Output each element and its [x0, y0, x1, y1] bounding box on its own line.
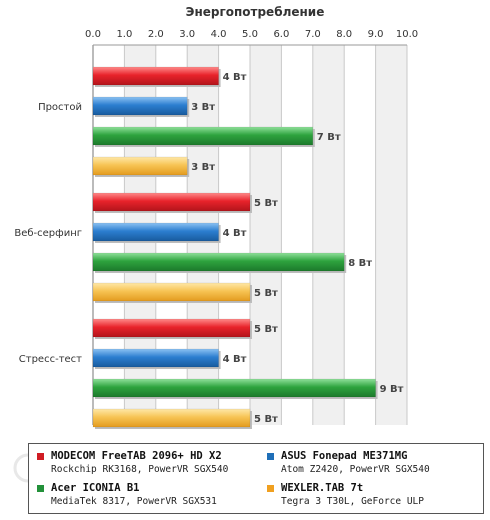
bar-value-label: 4 Вт	[223, 228, 247, 239]
legend-swatch	[267, 453, 274, 460]
bar	[92, 66, 219, 86]
bar-value-label: 7 Вт	[317, 132, 341, 143]
bar-value-label: 8 Вт	[348, 258, 372, 269]
bar	[92, 318, 251, 338]
bar	[92, 126, 314, 146]
category-label: Веб-серфинг	[14, 228, 82, 239]
bar-value-label: 5 Вт	[254, 198, 278, 209]
category-label: Стресс-тест	[19, 354, 82, 365]
x-tick-label: 8.0	[336, 29, 352, 40]
bar	[92, 378, 376, 398]
x-tick-label: 9.0	[368, 29, 384, 40]
x-tick-label: 5.0	[242, 29, 258, 40]
legend-swatch	[267, 485, 274, 492]
bar	[92, 282, 251, 302]
chart-legend: MODECOM FreeTAB 2096+ HD X2 Rockchip RK3…	[28, 443, 484, 514]
legend-subtitle: Atom Z2420, PowerVR SGX540	[281, 464, 430, 475]
legend-subtitle: MediaTek 8317, PowerVR SGX531	[51, 496, 217, 507]
x-tick-label: 2.0	[148, 29, 164, 40]
category-labels: Простой Веб-серфинг Стресс-тест	[14, 102, 82, 365]
x-tick-label: 4.0	[211, 29, 227, 40]
energy-chart: Энергопотребление 0.0 1.0 2.0 3.0 4.0 5.0 6.0 7…	[14, 5, 418, 429]
x-tick-label: 7.0	[305, 29, 321, 40]
category-label: Простой	[38, 102, 82, 113]
bar	[92, 252, 345, 272]
bar	[92, 192, 251, 212]
bar	[92, 408, 251, 428]
bar	[92, 348, 219, 368]
legend-subtitle: Tegra 3 T30L, GeForce ULP	[281, 496, 424, 507]
x-tick-label: 10.0	[396, 29, 418, 40]
bar	[92, 156, 188, 176]
bars: 4 Вт 3 Вт 7 Вт 3 Вт 5 Вт 4 Вт 8 Вт 5 Вт 5 Вт 4 Вт…	[92, 66, 404, 429]
bar-value-label: 4 Вт	[223, 354, 247, 365]
bar	[92, 96, 188, 116]
bar-value-label: 5 Вт	[254, 288, 278, 299]
legend-swatch	[37, 453, 44, 460]
bar	[92, 222, 219, 242]
bar-value-label: 4 Вт	[223, 72, 247, 83]
legend-swatch	[37, 485, 44, 492]
grid-band	[375, 45, 407, 425]
x-tick-label: 6.0	[273, 29, 289, 40]
grid-band	[312, 45, 345, 425]
legend-name: WEXLER.TAB 7t	[281, 482, 364, 494]
bar-value-label: 3 Вт	[191, 162, 215, 173]
bar-value-label: 3 Вт	[191, 102, 215, 113]
legend-name: Acer ICONIA B1	[51, 482, 140, 494]
grid-band	[250, 45, 282, 425]
bar-value-label: 5 Вт	[254, 324, 278, 335]
legend-name: MODECOM FreeTAB 2096+ HD X2	[51, 450, 222, 462]
legend-subtitle: Rockchip RK3168, PowerVR SGX540	[51, 464, 229, 475]
legend-name: ASUS Fonepad ME371MG	[281, 450, 408, 462]
bar-value-label: 9 Вт	[380, 384, 404, 395]
chart-title: Энергопотребление	[186, 5, 325, 19]
bar-value-label: 5 Вт	[254, 414, 278, 425]
x-tick-label: 1.0	[116, 29, 132, 40]
x-axis-ticks: 0.0 1.0 2.0 3.0 4.0 5.0 6.0 7.0 8.0 9.0 10.0	[85, 29, 418, 40]
x-tick-label: 0.0	[85, 29, 101, 40]
x-tick-label: 3.0	[179, 29, 195, 40]
